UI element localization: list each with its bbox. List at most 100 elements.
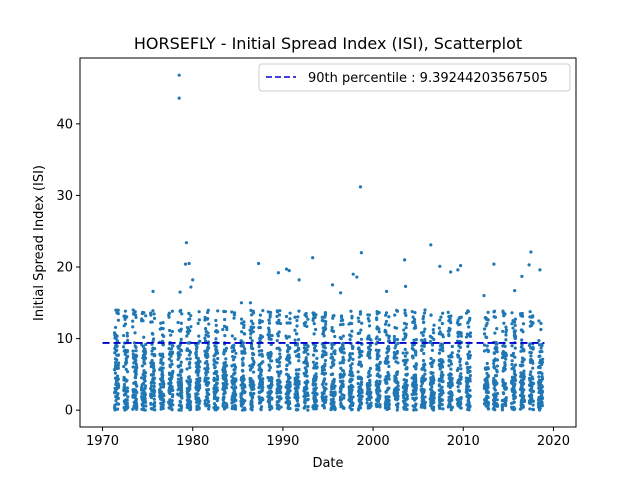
scatter-point [404,407,408,411]
scatter-point [133,376,138,380]
scatter-point [257,353,262,357]
scatter-point [378,382,382,386]
scatter-point [131,407,135,411]
scatter-point [249,377,253,381]
scatter-point [351,346,355,351]
scatter-point [304,347,308,351]
scatter-point [113,325,118,330]
scatter-point [465,394,469,398]
scatter-point [369,401,373,405]
scatter-point [438,379,442,383]
scatter-point [315,356,319,360]
scatter-point [359,337,364,341]
scatter-point [303,405,307,410]
scatter-point [510,311,514,315]
scatter-point [203,315,207,319]
scatter-point [288,311,292,315]
scatter-point [420,344,424,348]
scatter-point [159,393,164,397]
scatter-point [293,338,297,342]
scatter-point [232,368,236,372]
scatter-point [339,366,343,370]
scatter-point [521,330,525,334]
scatter-point [528,407,532,411]
scatter-point [152,377,156,381]
scatter-point [113,408,117,412]
scatter-point [169,359,173,363]
scatter-point [537,390,541,395]
scatter-point [368,343,372,348]
scatter-point [305,364,310,368]
scatter-point [295,318,299,323]
scatter-point [252,384,256,388]
scatter-point [403,335,407,339]
scatter-point [330,346,334,350]
scatter-point [401,359,406,363]
scatter-point [131,355,136,359]
scatter-point [422,362,427,366]
legend: 90th percentile : 9.39244203567505 [258,63,571,92]
scatter-point [197,402,201,406]
scatter-point [485,394,489,398]
scatter-point [386,344,391,349]
scatter-point [242,320,246,324]
scatter-point [188,357,192,361]
scatter-point [241,361,245,365]
scatter-point [367,334,371,338]
scatter-point [115,344,119,348]
scatter-point [484,324,488,328]
scatter-point [248,380,252,384]
scatter-point [339,398,343,402]
scatter-point [501,344,505,348]
scatter-point [178,309,182,313]
scatter-point [311,360,316,364]
scatter-point [224,401,228,406]
scatter-point [176,380,180,384]
scatter-point [378,405,382,409]
scatter-point [143,349,147,354]
scatter-point [196,388,200,393]
scatter-point [324,327,328,331]
scatter-point [467,333,471,337]
scatter-point [133,331,137,335]
scatter-point [395,408,399,412]
scatter-point [203,336,207,340]
scatter-point [131,325,135,329]
scatter-point [259,371,263,376]
scatter-point [116,308,120,312]
scatter-point [456,355,460,359]
scatter-point [197,396,201,400]
scatter-point [221,327,225,332]
scatter-point [311,353,316,357]
scatter-point [216,309,220,313]
scatter-point [222,400,226,404]
scatter-point [333,334,337,339]
scatter-point [167,352,172,356]
scatter-point [140,364,144,368]
scatter-point [131,349,135,353]
scatter-point [305,374,309,378]
scatter-point [306,352,310,356]
scatter-point [468,316,472,320]
scatter-point [405,403,409,407]
scatter-point [486,404,490,408]
scatter-point [123,309,128,313]
scatter-point [430,385,434,389]
scatter-point [151,372,156,377]
scatter-point [393,346,397,350]
scatter-point [484,390,488,394]
scatter-point [431,407,435,412]
scatter-point [377,397,381,401]
scatter-point [341,405,345,409]
scatter-point [131,319,135,323]
scatter-point [401,351,405,355]
scatter-point [338,336,342,340]
scatter-point [140,343,144,347]
scatter-point [428,382,432,386]
scatter-point [511,351,516,355]
scatter-point [377,393,381,397]
scatter-point [411,356,415,360]
scatter-point [395,403,399,407]
scatter-point [132,361,136,365]
scatter-point [149,395,154,400]
